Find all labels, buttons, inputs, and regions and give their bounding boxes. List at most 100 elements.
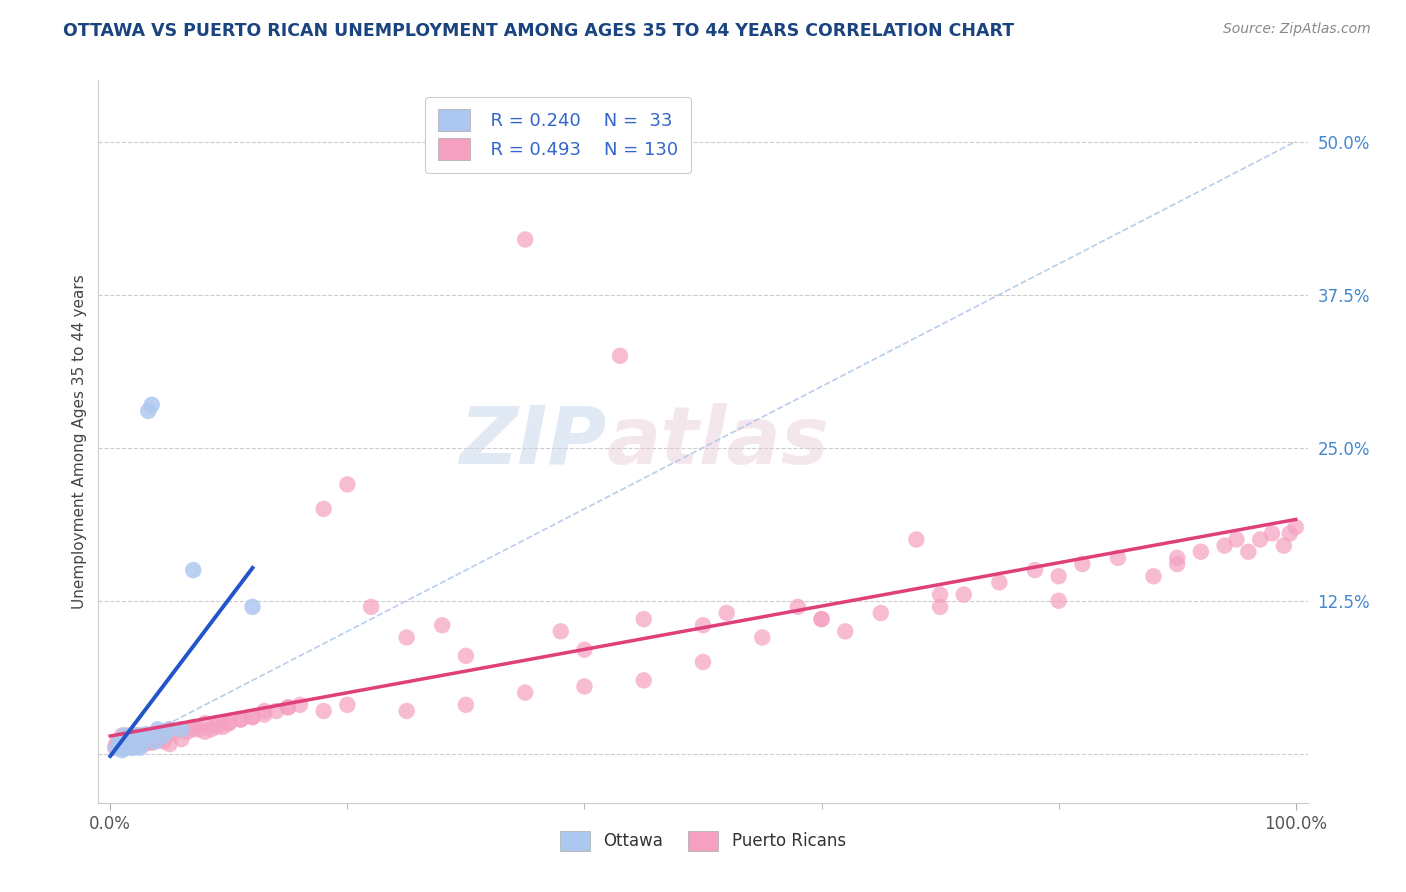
Point (115, 738, 138, 752)
Point (143, 732, 166, 747)
Point (218, 716, 240, 731)
Point (112, 739, 135, 754)
Point (117, 737, 139, 751)
Point (1213, 539, 1236, 553)
Point (360, 599, 382, 614)
Point (1237, 545, 1260, 559)
Point (118, 734, 141, 748)
Point (104, 740, 127, 755)
Point (188, 723, 211, 737)
Point (134, 737, 156, 751)
Point (105, 740, 128, 755)
Point (336, 698, 359, 712)
Point (1189, 545, 1212, 559)
Point (1107, 550, 1129, 565)
Point (120, 737, 142, 751)
Point (138, 728, 160, 742)
Point (277, 700, 299, 714)
Point (118, 734, 141, 748)
Point (1261, 526, 1284, 541)
Point (111, 728, 134, 742)
Point (125, 734, 148, 748)
Point (129, 740, 152, 755)
Point (127, 736, 149, 750)
Point (121, 738, 143, 752)
Point (129, 736, 152, 750)
Point (114, 737, 136, 751)
Point (110, 732, 132, 747)
Point (142, 728, 165, 742)
Point (751, 631, 773, 645)
Point (277, 700, 299, 714)
Point (194, 724, 217, 739)
Point (810, 612, 832, 626)
Point (136, 732, 159, 747)
Point (395, 704, 418, 718)
Point (111, 740, 134, 755)
Point (312, 502, 335, 516)
Point (952, 588, 974, 602)
Point (121, 728, 143, 742)
Point (432, 618, 454, 632)
Point (114, 734, 136, 748)
Point (159, 723, 181, 737)
Point (108, 734, 131, 748)
Point (111, 737, 134, 751)
Legend: Ottawa, Puerto Ricans: Ottawa, Puerto Ricans (551, 822, 855, 860)
Point (242, 710, 264, 724)
Point (132, 732, 155, 747)
Point (152, 734, 174, 748)
Text: OTTAWA VS PUERTO RICAN UNEMPLOYMENT AMONG AGES 35 TO 44 YEARS CORRELATION CHART: OTTAWA VS PUERTO RICAN UNEMPLOYMENT AMON… (63, 22, 1014, 40)
Point (609, 349, 631, 363)
Point (1225, 533, 1247, 547)
Point (141, 398, 163, 412)
Point (253, 704, 276, 718)
Point (105, 739, 128, 754)
Point (129, 737, 152, 751)
Point (242, 710, 264, 724)
Point (200, 723, 222, 737)
Point (152, 724, 174, 739)
Point (869, 606, 891, 620)
Point (114, 728, 136, 742)
Point (205, 716, 228, 731)
Point (312, 704, 335, 718)
Point (1272, 539, 1295, 553)
Point (905, 533, 928, 547)
Point (929, 588, 952, 602)
Point (692, 655, 714, 669)
Point (1249, 533, 1271, 547)
Point (146, 728, 169, 742)
Point (834, 624, 856, 639)
Point (1166, 550, 1188, 565)
Text: ZIP: ZIP (458, 402, 606, 481)
Point (127, 739, 149, 754)
Point (205, 720, 228, 734)
Point (146, 723, 169, 737)
Point (129, 738, 152, 752)
Point (114, 740, 136, 755)
Point (131, 732, 153, 747)
Point (1166, 557, 1188, 571)
Point (716, 606, 738, 620)
Point (395, 631, 418, 645)
Point (129, 737, 152, 751)
Point (146, 728, 169, 742)
Point (117, 737, 139, 751)
Point (786, 599, 808, 614)
Point (176, 724, 198, 739)
Point (454, 648, 477, 663)
Point (124, 737, 146, 751)
Point (515, 685, 537, 699)
Point (181, 723, 204, 737)
Text: atlas: atlas (606, 402, 830, 481)
Point (1071, 557, 1094, 571)
Text: Source: ZipAtlas.com: Source: ZipAtlas.com (1223, 22, 1371, 37)
Point (264, 704, 287, 718)
Point (135, 732, 157, 747)
Point (1142, 569, 1164, 583)
Y-axis label: Unemployment Among Ages 35 to 44 years: Unemployment Among Ages 35 to 44 years (72, 274, 87, 609)
Point (141, 734, 163, 748)
Point (128, 732, 150, 747)
Point (574, 642, 596, 657)
